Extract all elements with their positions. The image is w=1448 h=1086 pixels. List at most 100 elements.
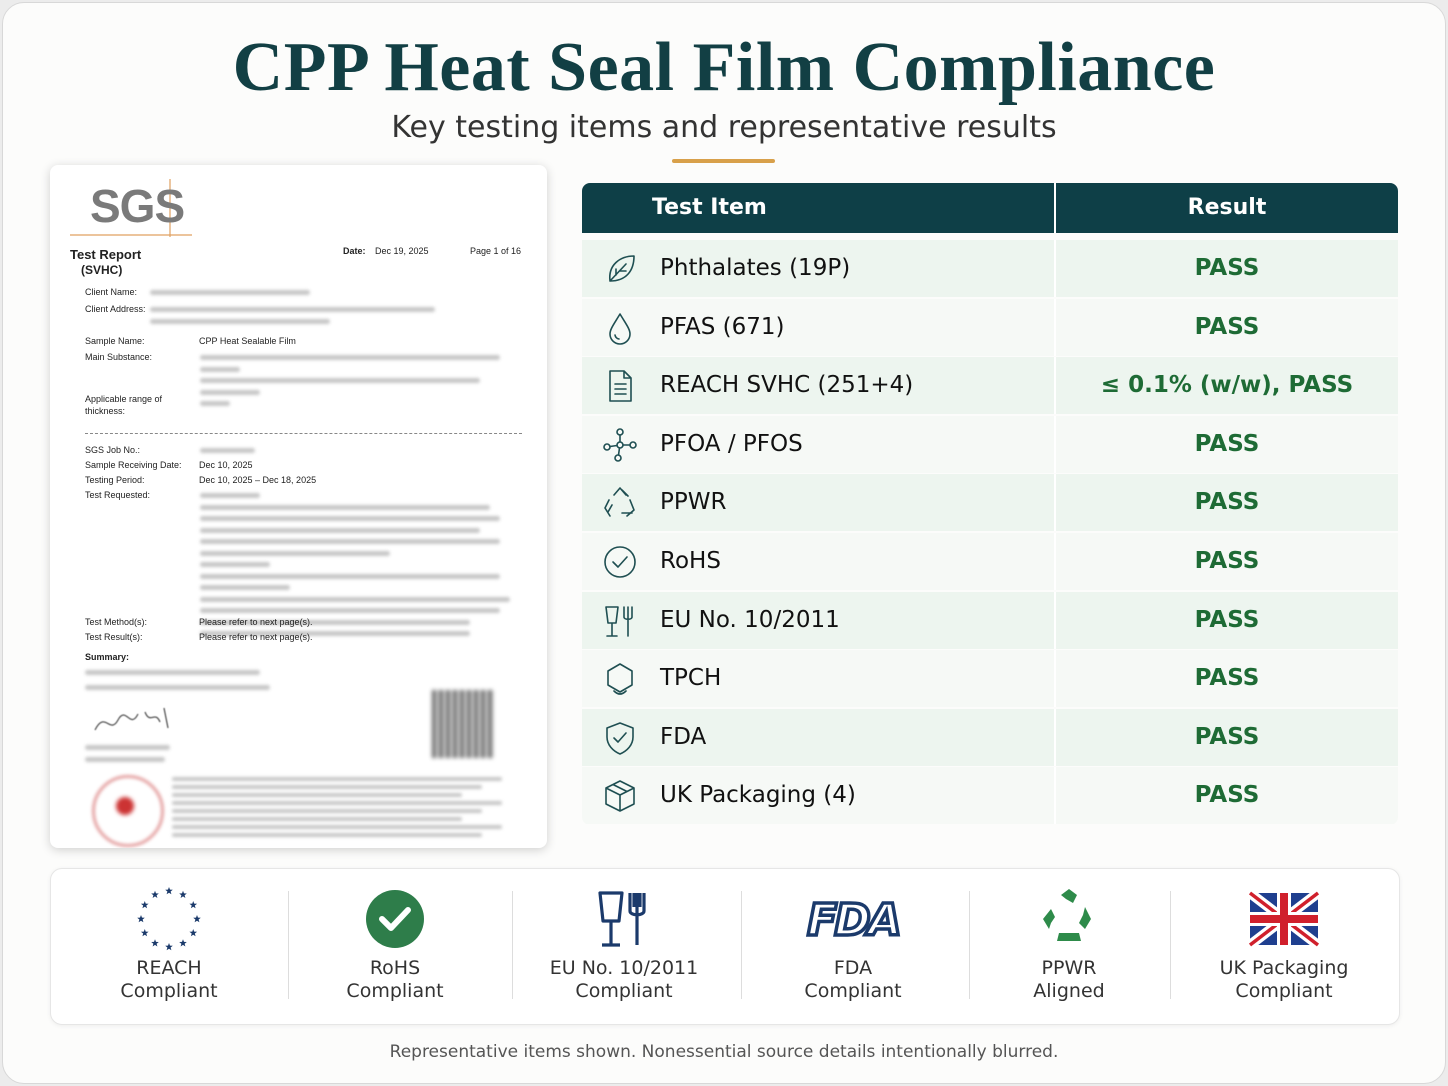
results-table: Test Item Result Phthalates (19P) PASS PFA…: [582, 183, 1398, 825]
blurred-text: [150, 307, 435, 312]
badge-icon: [1246, 889, 1322, 949]
row-icon: [607, 663, 633, 695]
test-result: PASS: [1194, 430, 1260, 457]
field-label: Main Substance:: [85, 352, 153, 362]
blurred-text: [200, 562, 270, 567]
blurred-text: [85, 757, 165, 762]
badge-icon: [366, 890, 424, 948]
row-icon: [603, 427, 637, 462]
blurred-text: [172, 825, 502, 829]
test-result: ≤ 0.1% (w/w), PASS: [1100, 372, 1354, 399]
separator: [1170, 891, 1171, 999]
test-result: PASS: [1194, 665, 1260, 692]
test-result: PASS: [1194, 313, 1260, 340]
badge-icon: [137, 887, 201, 951]
row-icon: [605, 780, 635, 813]
column-divider: [1054, 240, 1056, 297]
badge-label: Compliant: [575, 980, 673, 1002]
field-label: Applicable range of thickness:: [85, 394, 163, 416]
field-label: Test Method(s):: [85, 617, 148, 627]
table-row: Phthalates (19P) PASS: [582, 240, 1398, 297]
test-result: PASS: [1194, 723, 1260, 750]
blurred-text: [172, 833, 482, 837]
table-row: PPWR PASS: [582, 474, 1398, 532]
field-label: Client Address:: [85, 304, 146, 314]
blurred-text: [172, 793, 462, 797]
blurred-text: [85, 670, 260, 675]
row-icon: [609, 312, 631, 345]
table-row: FDA PASS: [582, 708, 1398, 766]
badge-label: EU No. 10/2011: [549, 957, 699, 979]
blurred-text: [200, 608, 500, 613]
test-item: UK Packaging (4): [660, 782, 856, 809]
table-row: RoHS PASS: [582, 533, 1398, 590]
row-icon: [606, 721, 634, 755]
row-icon: [605, 605, 633, 637]
test-result: PASS: [1194, 489, 1260, 516]
blurred-text: [200, 504, 490, 510]
blurred-text: [200, 378, 480, 383]
test-item: REACH SVHC (251+4): [660, 372, 914, 399]
column-divider: [1054, 708, 1056, 766]
blurred-text: [172, 777, 502, 781]
blurred-text: [172, 809, 482, 813]
blurred-text: [150, 290, 310, 295]
blurred-text: [200, 401, 230, 406]
column-divider: [1054, 415, 1056, 473]
badge-icon: [598, 891, 646, 947]
signature: [94, 707, 169, 731]
field-value: Please refer to next page(s).: [199, 617, 313, 627]
badge-label: REACH: [136, 957, 202, 979]
badge-label: Compliant: [120, 980, 218, 1002]
blurred-text: [200, 631, 470, 636]
subtitle: Key testing items and representative res…: [391, 110, 1057, 145]
badge-panel: REACH Compliant RoHS Compliant EU No. 10/201…: [50, 868, 1400, 1025]
badge-label: RoHS: [369, 957, 421, 979]
test-item: PPWR: [660, 489, 727, 516]
blurred-text: [200, 619, 470, 625]
badge-label: Aligned: [1033, 980, 1105, 1002]
column-header: Test Item: [582, 183, 1054, 233]
badge-label: Compliant: [804, 980, 902, 1002]
badge-label: Compliant: [1235, 980, 1333, 1002]
header-divider: [1054, 183, 1056, 233]
blurred-text: [200, 355, 500, 360]
blurred-text: [172, 817, 462, 821]
table-row: TPCH PASS: [582, 650, 1398, 708]
date: Dec 19, 2025: [375, 246, 429, 256]
badge-label: PPWR: [1041, 957, 1097, 979]
blurred-text: [200, 448, 255, 453]
test-item: Phthalates (19P): [660, 255, 851, 281]
blurred-text: [85, 685, 270, 690]
report-title: Test Report: [70, 247, 142, 262]
blurred-text: [200, 539, 500, 544]
test-item: PFAS (671): [660, 313, 785, 340]
date-label: Date:: [343, 246, 366, 256]
field-label: Test Requested:: [85, 490, 151, 500]
column-divider: [1054, 474, 1056, 532]
report-document: SGS Test Report (SVHC) Date: Dec 19, 202…: [50, 165, 547, 848]
column-divider: [1054, 533, 1056, 590]
field-value: CPP Heat Sealable Film: [199, 336, 296, 346]
column-header: Result: [1056, 183, 1398, 233]
field-label: Test Result(s):: [85, 632, 143, 642]
blurred-text: [172, 801, 502, 805]
row-icon: [609, 370, 632, 402]
field-value: Dec 10, 2025: [199, 460, 253, 470]
test-item: RoHS: [660, 548, 721, 574]
separator: [512, 891, 513, 999]
field-label: Summary:: [85, 652, 130, 662]
field-label: Client Name:: [85, 287, 138, 297]
page-number: Page 1 of 16: [470, 246, 522, 256]
footnote: Representative items shown. Nonessential…: [389, 1042, 1059, 1062]
column-divider: [1054, 650, 1056, 708]
title: CPP Heat Seal Film Compliance: [232, 29, 1216, 106]
test-result: PASS: [1194, 548, 1260, 574]
blurred-text: [150, 318, 330, 324]
stamp-center: [116, 797, 134, 815]
badge-label: Compliant: [346, 980, 444, 1002]
blurred-text: [200, 573, 500, 579]
badge-icon: [1043, 889, 1091, 941]
stamp: [92, 775, 164, 847]
blurred-text: [172, 785, 482, 789]
